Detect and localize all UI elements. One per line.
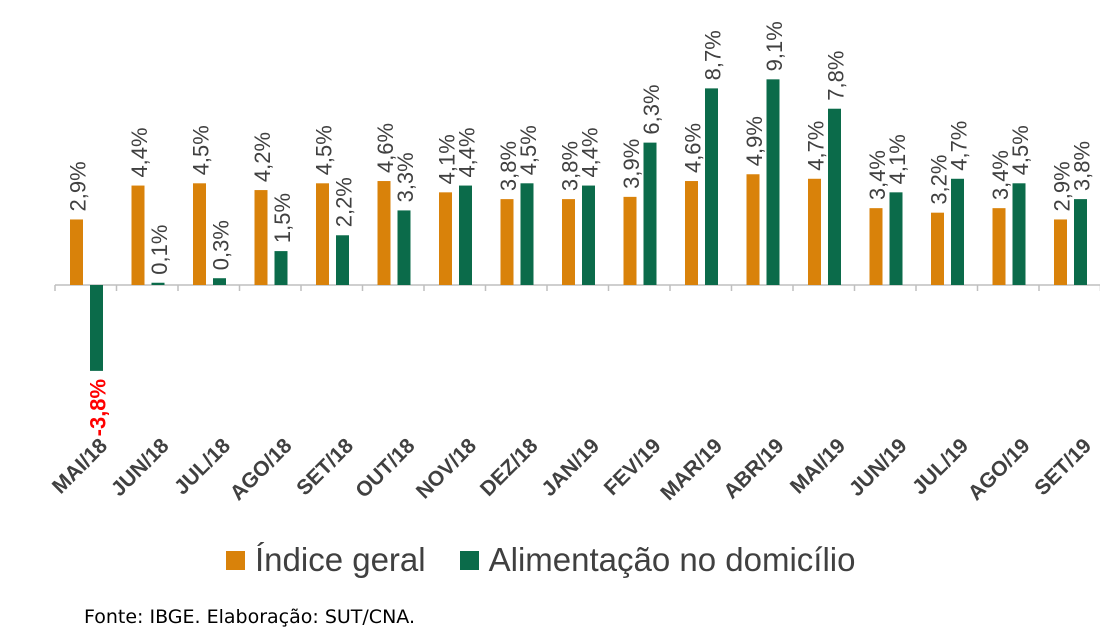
- data-label: 8,7%: [701, 30, 726, 80]
- data-label: 4,5%: [312, 125, 337, 175]
- data-label: 4,5%: [1008, 125, 1033, 175]
- category-label: JUN/18: [107, 434, 174, 501]
- data-label: 4,2%: [250, 132, 275, 182]
- data-label: 0,1%: [147, 225, 172, 275]
- bar: [213, 278, 226, 285]
- data-label: 4,4%: [455, 127, 480, 177]
- category-label: SET/18: [292, 434, 358, 500]
- data-label: 4,4%: [127, 127, 152, 177]
- bar: [1054, 219, 1067, 285]
- bar: [889, 192, 903, 285]
- data-label: 4,5%: [189, 125, 214, 175]
- data-label: 1,5%: [270, 193, 295, 243]
- chart-legend: Índice geral Alimentação no domicílio: [226, 538, 889, 582]
- legend-label-alimentacao: Alimentação no domicílio: [488, 541, 856, 578]
- legend-swatch-indice-geral: [226, 550, 245, 570]
- bar: [459, 185, 472, 285]
- category-label: AGO/19: [964, 434, 1035, 505]
- bar: [520, 183, 534, 285]
- data-label: 3,8%: [496, 141, 521, 191]
- data-label: 4,1%: [435, 134, 460, 184]
- category-label: MAR/19: [656, 434, 727, 505]
- data-label: 3,8%: [558, 141, 583, 191]
- legend-item-alimentacao: Alimentação no domicílio: [459, 541, 856, 579]
- data-label: 7,8%: [824, 51, 849, 101]
- bar: [746, 174, 760, 285]
- bar: [623, 196, 637, 285]
- data-label: 4,4%: [578, 127, 603, 177]
- bar: [992, 208, 1006, 285]
- legend-swatch-alimentacao: [459, 550, 479, 570]
- bar: [1012, 183, 1026, 285]
- category-label: JAN/19: [537, 434, 604, 501]
- bar: [131, 185, 145, 285]
- data-label: 3,4%: [988, 150, 1013, 200]
- bar: [254, 190, 268, 285]
- data-label: 3,8%: [1070, 141, 1095, 191]
- bar: [500, 199, 514, 285]
- data-label: 4,9%: [742, 116, 767, 166]
- category-label: AGO/18: [226, 434, 297, 505]
- data-label: 4,6%: [373, 123, 398, 173]
- data-label: 3,3%: [393, 152, 418, 202]
- bar: [685, 181, 698, 285]
- bar: [1074, 199, 1087, 285]
- category-label: NOV/18: [412, 434, 481, 503]
- data-label: 2,9%: [1050, 161, 1075, 211]
- data-label: 6,3%: [639, 84, 664, 134]
- bar: [70, 219, 83, 285]
- bar: [808, 178, 821, 285]
- category-label: MAI/19: [786, 434, 850, 498]
- data-label: 4,6%: [681, 123, 706, 173]
- bar: [766, 79, 780, 285]
- legend-label-indice-geral: Índice geral: [255, 541, 426, 578]
- bar: [705, 88, 718, 285]
- category-label: JUN/19: [845, 434, 912, 501]
- data-label: 9,1%: [762, 21, 787, 71]
- bar: [582, 185, 595, 285]
- data-label: 3,9%: [619, 139, 644, 189]
- bar: [869, 208, 883, 285]
- data-label: 0,3%: [209, 220, 234, 270]
- bar: [90, 285, 103, 371]
- bar: [562, 199, 575, 285]
- data-label: 3,2%: [927, 155, 952, 205]
- category-label: OUT/18: [351, 434, 419, 502]
- bar: [397, 210, 411, 285]
- data-label: 4,7%: [804, 121, 829, 171]
- bar: [643, 142, 657, 285]
- bar: [151, 282, 165, 285]
- bar: [193, 183, 206, 285]
- data-label: 4,7%: [947, 121, 972, 171]
- bar: [439, 192, 452, 285]
- bar: [828, 108, 841, 285]
- bar: [931, 212, 944, 285]
- category-label: MAI/18: [48, 434, 112, 498]
- bar: [274, 251, 288, 285]
- category-label: SET/19: [1030, 434, 1096, 500]
- category-label: ABR/19: [719, 434, 788, 503]
- bar: [951, 178, 964, 285]
- source-note: Fonte: IBGE. Elaboração: SUT/CNA.: [84, 606, 415, 628]
- legend-item-indice-geral: Índice geral: [226, 541, 426, 579]
- bar: [336, 235, 349, 285]
- category-label: FEV/19: [600, 434, 666, 500]
- data-label: 2,9%: [66, 161, 91, 211]
- data-label: 4,1%: [885, 134, 910, 184]
- data-label: 4,5%: [516, 125, 541, 175]
- bar: [377, 181, 391, 285]
- data-label: 2,2%: [332, 177, 357, 227]
- data-label: -3,8%: [86, 379, 111, 436]
- data-label: 3,4%: [865, 150, 890, 200]
- category-label: DEZ/18: [476, 434, 543, 501]
- bar: [316, 183, 329, 285]
